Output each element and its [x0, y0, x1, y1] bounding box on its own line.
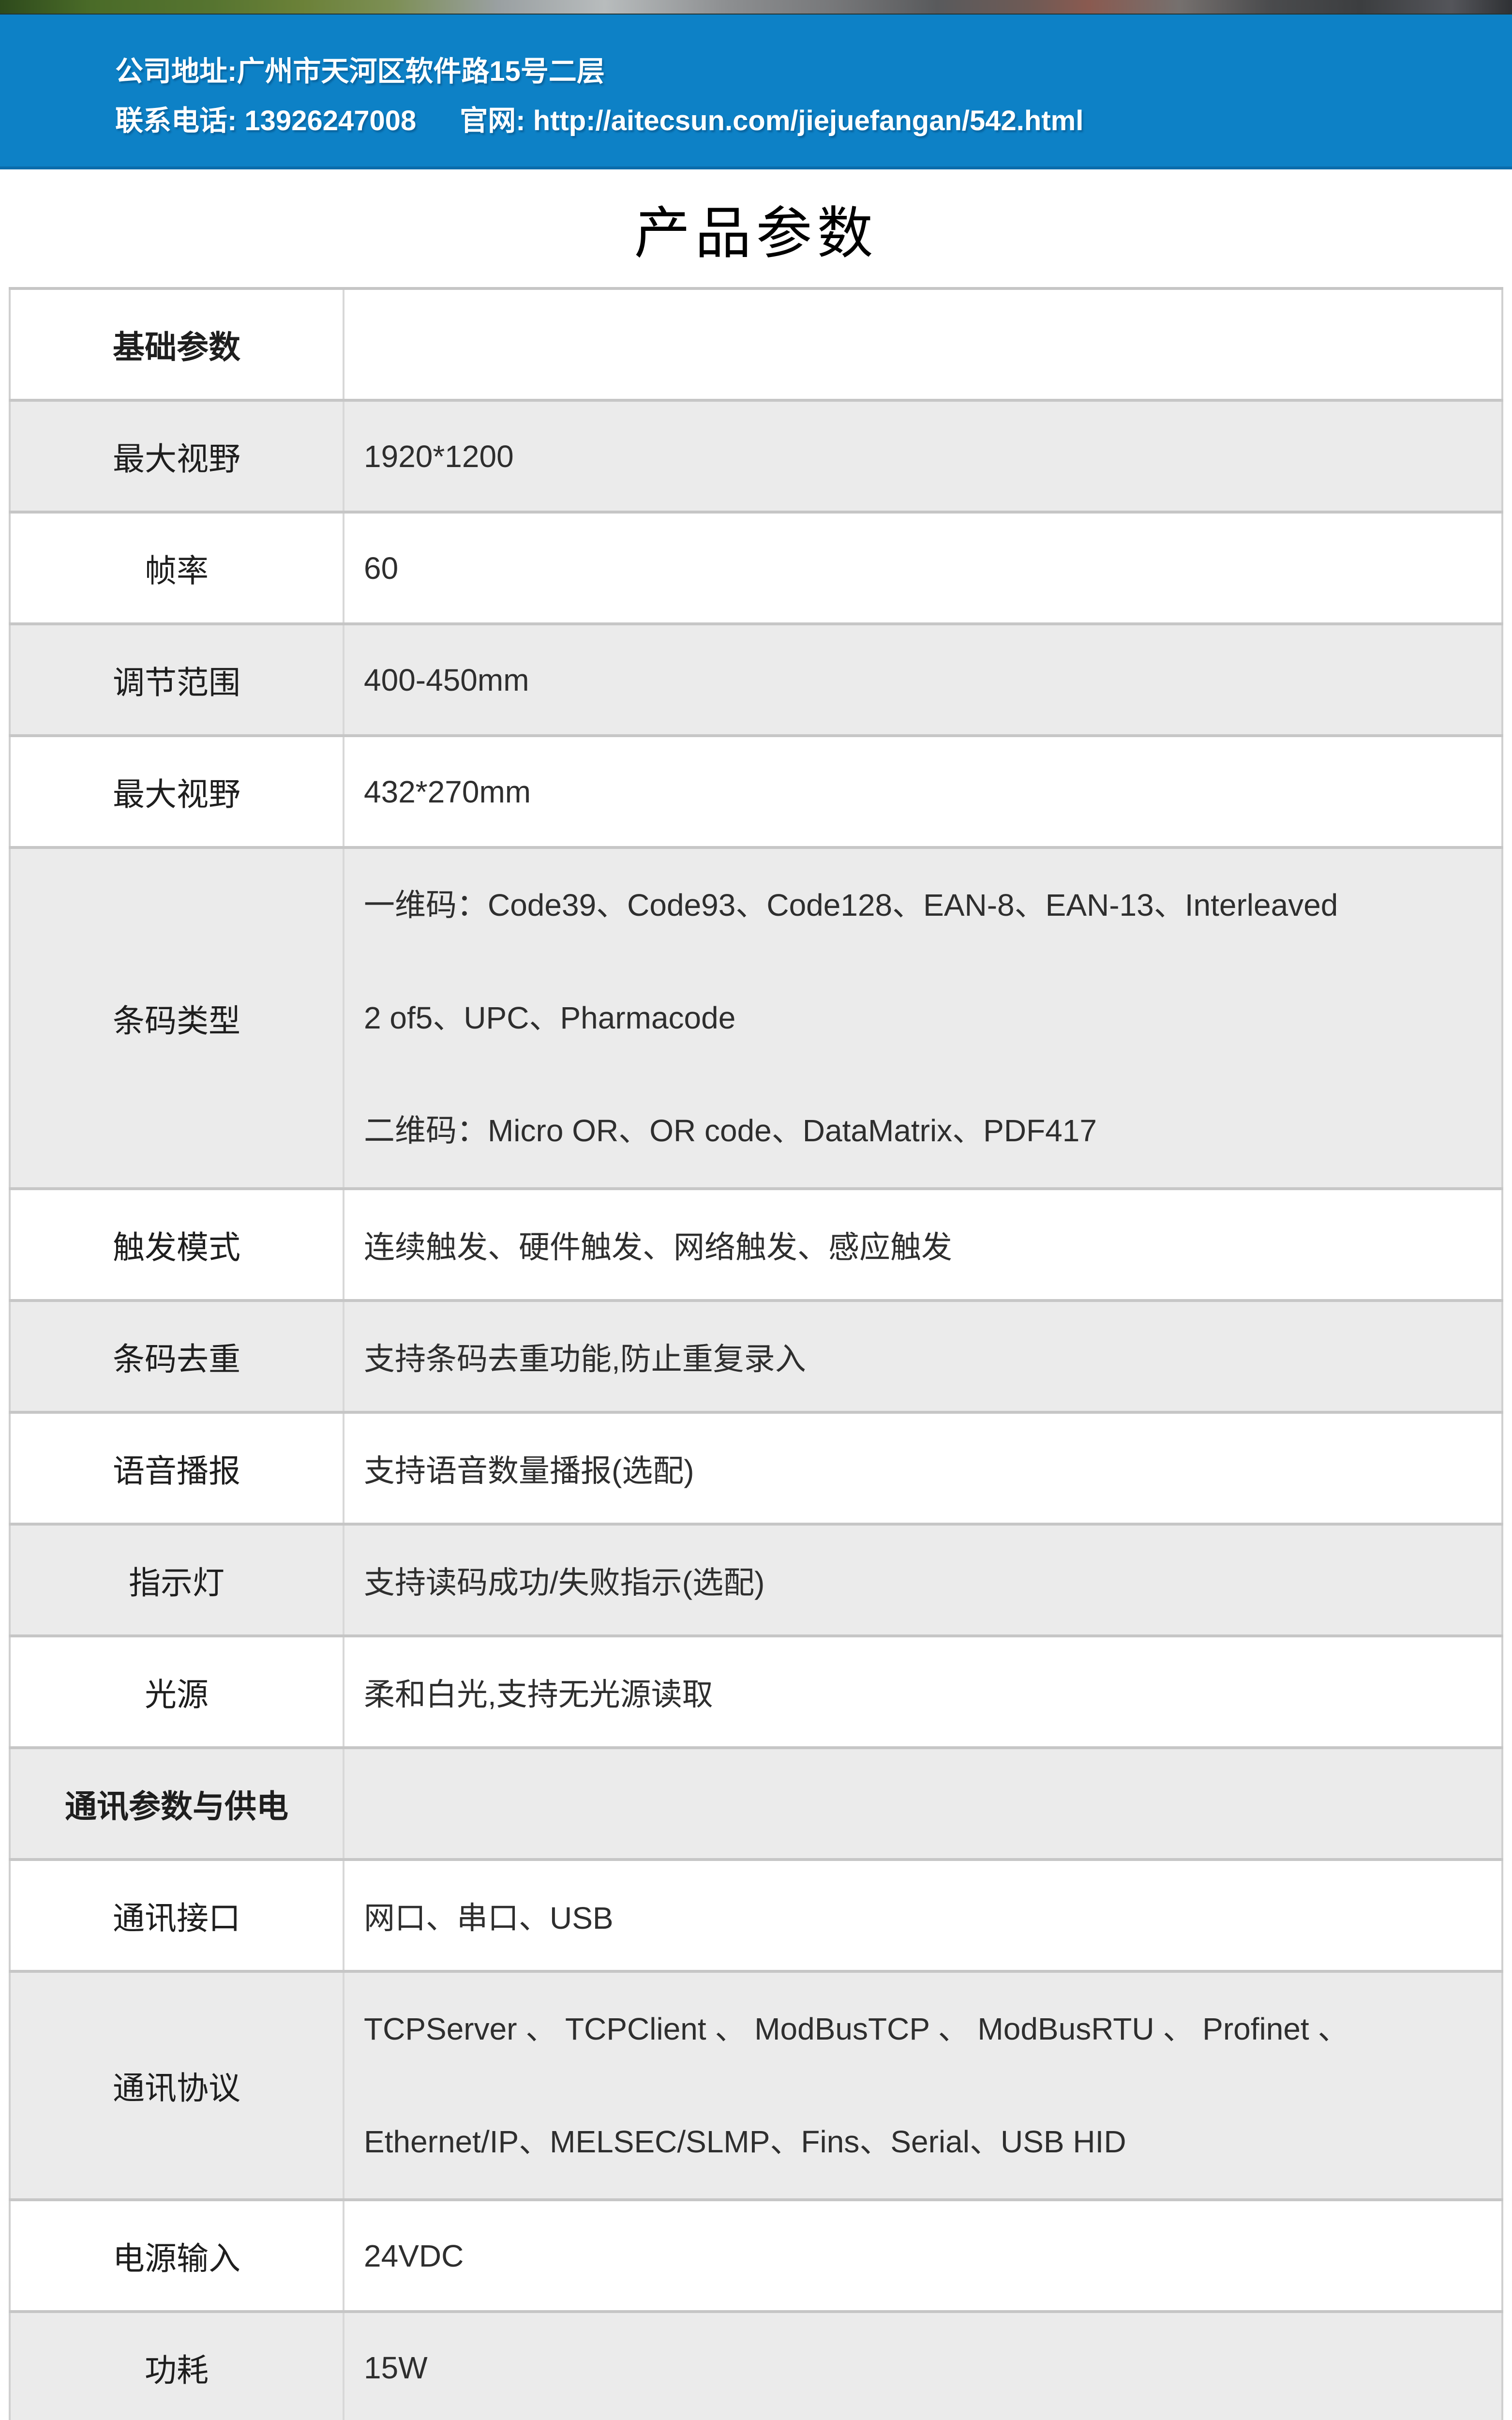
param-value: 15W [344, 2310, 1502, 2420]
contact-banner: 公司地址:广州市天河区软件路15号二层 联系电话: 13926247008 官网:… [0, 15, 1512, 169]
param-value: 400-450mm [344, 622, 1502, 737]
param-label: 语音播报 [10, 1411, 344, 1526]
param-value [344, 287, 1502, 402]
table-row: 电源输入 24VDC [10, 2198, 1502, 2313]
param-value: 柔和白光,支持无光源读取 [344, 1634, 1502, 1749]
table-row-protocols: 通讯协议 TCPServer 、 TCPClient 、 ModBusTCP 、… [10, 1970, 1502, 2201]
param-label: 通讯协议 [10, 1970, 344, 2201]
table-row-barcode-types: 条码类型 一维码：Code39、Code93、Code128、EAN-8、EAN… [10, 846, 1502, 1190]
param-label: 电源输入 [10, 2198, 344, 2313]
table-row: 功耗 15W [10, 2310, 1502, 2420]
param-value: 连续触发、硬件触发、网络触发、感应触发 [344, 1187, 1502, 1302]
section-label: 通讯参数与供电 [10, 1746, 344, 1861]
value-line: 一维码：Code39、Code93、Code128、EAN-8、EAN-13、I… [364, 888, 1338, 923]
param-label: 帧率 [10, 511, 344, 625]
value-line: Ethernet/IP、MELSEC/SLMP、Fins、Serial、USB … [364, 2124, 1126, 2159]
table-row: 调节范围 400-450mm [10, 622, 1502, 737]
param-label: 最大视野 [10, 399, 344, 514]
table-row: 通讯接口 网口、串口、USB [10, 1858, 1502, 1973]
table-row: 触发模式 连续触发、硬件触发、网络触发、感应触发 [10, 1187, 1502, 1302]
table-row: 语音播报 支持语音数量播报(选配) [10, 1411, 1502, 1526]
section-label: 基础参数 [10, 287, 344, 402]
param-value: 支持条码去重功能,防止重复录入 [344, 1299, 1502, 1414]
company-address: 公司地址:广州市天河区软件路15号二层 [115, 56, 605, 87]
spec-table: 基础参数 最大视野 1920*1200 帧率 60 调节范围 400-450mm… [9, 287, 1503, 2420]
param-label: 指示灯 [10, 1523, 344, 1637]
param-value: 网口、串口、USB [344, 1858, 1502, 1973]
param-label: 功耗 [10, 2310, 344, 2420]
website-url: 官网: http://aitecsun.com/jiejuefangan/542… [460, 105, 1084, 136]
value-line: 2 of5、UPC、Pharmacode [364, 1000, 736, 1035]
param-value: 一维码：Code39、Code93、Code128、EAN-8、EAN-13、I… [344, 846, 1502, 1190]
table-row: 最大视野 1920*1200 [10, 399, 1502, 514]
param-label: 通讯接口 [10, 1858, 344, 1973]
table-row: 帧率 60 [10, 511, 1502, 625]
param-value: 60 [344, 511, 1502, 625]
param-label: 光源 [10, 1634, 344, 1749]
table-row-section-comm: 通讯参数与供电 [10, 1746, 1502, 1861]
param-value: 支持读码成功/失败指示(选配) [344, 1523, 1502, 1637]
param-value: 1920*1200 [344, 399, 1502, 514]
table-row: 最大视野 432*270mm [10, 734, 1502, 849]
param-label: 条码去重 [10, 1299, 344, 1414]
title-section: 产品参数 [0, 169, 1512, 287]
table-row: 光源 柔和白光,支持无光源读取 [10, 1634, 1502, 1749]
param-label: 条码类型 [10, 846, 344, 1190]
value-line: 二维码：Micro OR、OR code、DataMatrix、PDF417 [364, 1113, 1097, 1148]
contact-phone: 联系电话: 13926247008 [115, 105, 417, 136]
param-value: 24VDC [344, 2198, 1502, 2313]
param-value: TCPServer 、 TCPClient 、 ModBusTCP 、 ModB… [344, 1970, 1502, 2201]
page-title: 产品参数 [634, 201, 878, 265]
param-label: 调节范围 [10, 622, 344, 737]
param-value [344, 1746, 1502, 1861]
param-value: 支持语音数量播报(选配) [344, 1411, 1502, 1526]
table-row: 条码去重 支持条码去重功能,防止重复录入 [10, 1299, 1502, 1414]
table-row-section-basic: 基础参数 [10, 287, 1502, 402]
value-line: TCPServer 、 TCPClient 、 ModBusTCP 、 ModB… [364, 2012, 1349, 2046]
hero-photo-sliver [0, 0, 1512, 15]
table-row: 指示灯 支持读码成功/失败指示(选配) [10, 1523, 1502, 1637]
param-value: 432*270mm [344, 734, 1502, 849]
param-label: 触发模式 [10, 1187, 344, 1302]
contact-line: 联系电话: 13926247008 官网: http://aitecsun.com… [115, 106, 1512, 136]
param-label: 最大视野 [10, 734, 344, 849]
